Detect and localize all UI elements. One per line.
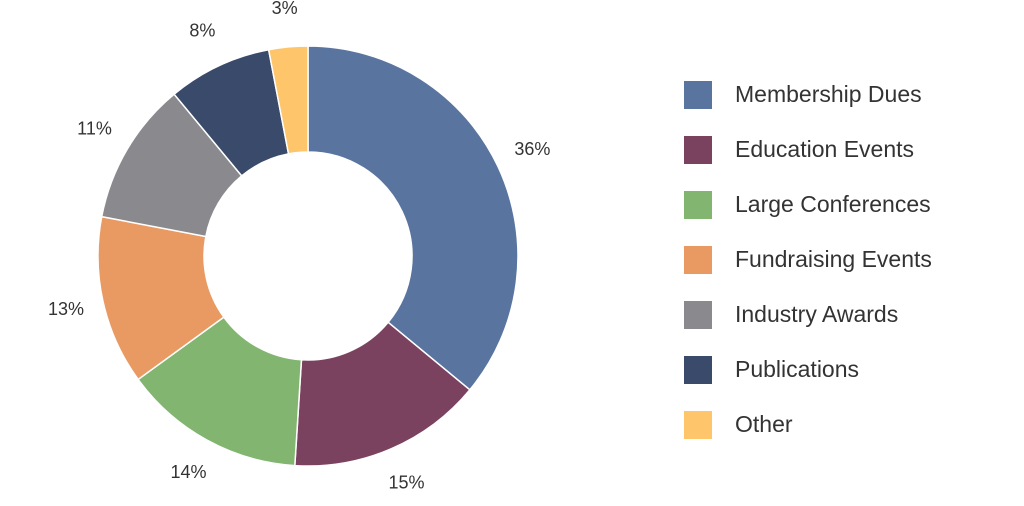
legend-swatch <box>684 410 712 439</box>
slice-label-other: 3% <box>272 0 298 18</box>
legend-label: Industry Awards <box>735 301 899 327</box>
legend-swatch <box>684 135 712 164</box>
legend-item-publications: Publications <box>684 342 932 397</box>
legend-item-industry-awards: Industry Awards <box>684 287 932 342</box>
legend-swatch <box>684 355 712 384</box>
donut-labels: 36% 15% 14% 13% 11% 8% 3% <box>48 0 550 492</box>
slice-membership-dues <box>307 45 519 391</box>
legend-label: Education Events <box>735 136 915 162</box>
slice-label-publications: 8% <box>189 20 215 40</box>
slice-label-fundraising-events: 13% <box>48 299 84 319</box>
legend-label: Other <box>735 411 793 437</box>
legend-swatch <box>684 300 712 329</box>
donut-slices <box>97 45 519 467</box>
legend-item-education-events: Education Events <box>684 122 932 177</box>
legend-swatch <box>684 80 712 109</box>
slice-education-events <box>294 321 471 467</box>
slice-label-education-events: 15% <box>388 472 424 492</box>
legend-label: Membership Dues <box>735 81 922 107</box>
legend-label: Large Conferences <box>735 191 931 217</box>
legend-label: Fundraising Events <box>735 246 932 272</box>
slice-label-industry-awards: 11% <box>77 119 112 139</box>
legend-item-large-conferences: Large Conferences <box>684 177 932 232</box>
legend: Membership Dues Education Events Large Con… <box>684 67 932 452</box>
slice-label-large-conferences: 14% <box>171 462 207 482</box>
legend-swatch <box>684 190 712 219</box>
slice-label-membership-dues: 36% <box>514 139 550 159</box>
slice-large-conferences <box>137 316 303 467</box>
legend-label: Publications <box>735 356 860 382</box>
slice-fundraising-events <box>97 215 225 381</box>
legend-item-other: Other <box>684 397 932 452</box>
slice-other <box>267 45 309 155</box>
legend-swatch <box>684 245 712 274</box>
legend-item-fundraising-events: Fundraising Events <box>684 232 932 287</box>
donut-chart: 36% 15% 14% 13% 11% 8% 3% <box>48 0 550 492</box>
legend-item-membership-dues: Membership Dues <box>684 67 932 122</box>
